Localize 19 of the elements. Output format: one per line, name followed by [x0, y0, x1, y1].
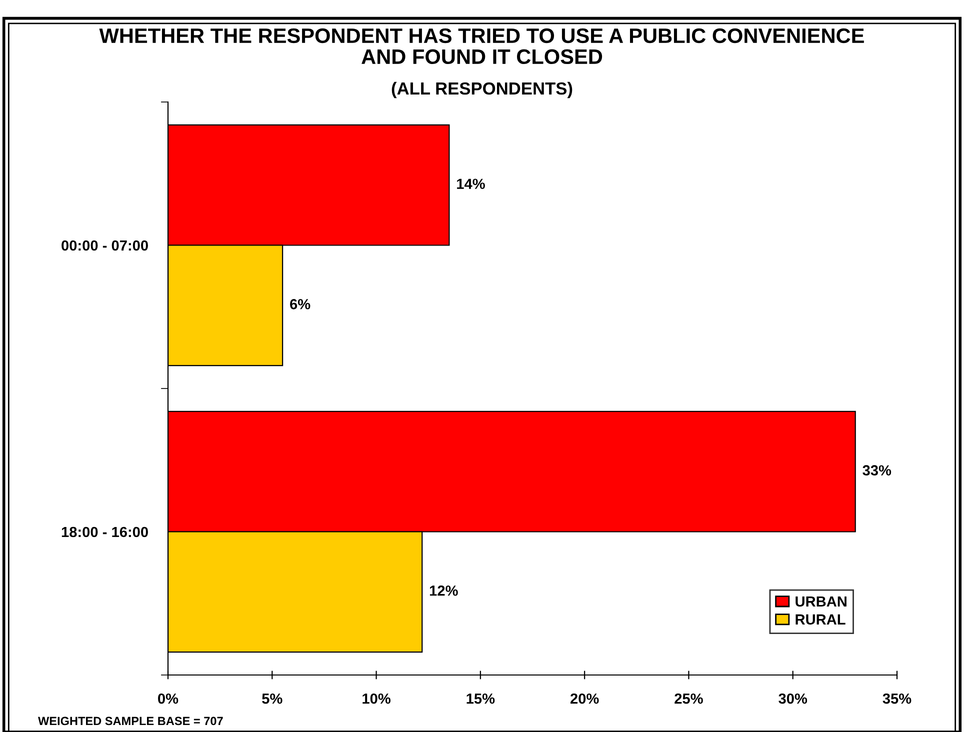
y-tick-label: 18:00 - 16:00 — [62, 526, 148, 538]
x-tick-label: 35% — [882, 693, 912, 704]
legend-label: URBAN — [796, 596, 846, 607]
chart-subtitle: (ALL RESPONDENTS) — [392, 82, 572, 98]
x-tick-label: 10% — [362, 693, 390, 704]
data-label: 33% — [862, 465, 892, 476]
x-tick-label: 5% — [262, 693, 282, 704]
y-tick-label: 00:00 - 07:00 — [62, 240, 148, 251]
x-tick-label: 25% — [674, 693, 703, 704]
chart-title: WHETHER THE RESPONDENT HAS TRIED TO USE A PUBLIC CONVENIENCE AND FOUND IT CLOSED — [99, 28, 864, 64]
x-tick-label: 15% — [466, 693, 495, 704]
data-label: 14% — [457, 178, 485, 189]
x-tick-label: 30% — [778, 693, 808, 704]
text: WEIGHTED SAMPLE BASE = 707 — [38, 716, 223, 726]
data-label: 12% — [430, 586, 458, 596]
legend-label: RURAL — [796, 614, 846, 625]
data-label: 6% — [290, 299, 310, 310]
x-tick-label: 20% — [570, 693, 599, 704]
x-tick-label: 0% — [158, 693, 178, 704]
